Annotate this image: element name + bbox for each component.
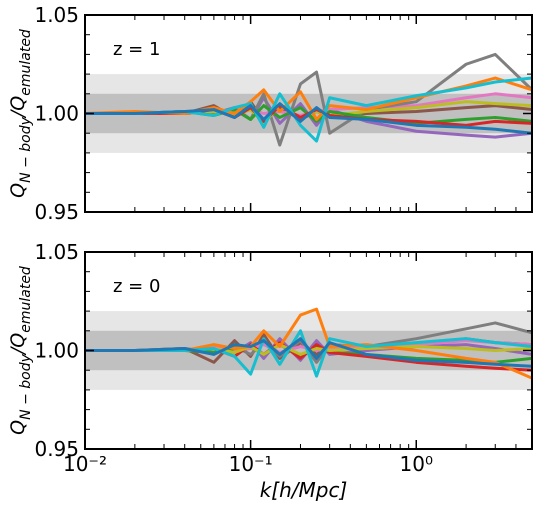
annotation: z = 0 — [113, 276, 160, 297]
y-label-part: /Q — [7, 333, 29, 356]
y-label-subscript: N − body — [18, 353, 34, 419]
y-tick-label: 1.00 — [34, 339, 79, 363]
x-tick-label: 10⁰ — [400, 452, 433, 476]
lines — [85, 307, 532, 380]
series-line — [85, 307, 532, 380]
y-tick-label: 1.00 — [34, 102, 79, 126]
x-axis-label: k[h/Mpc] — [260, 478, 348, 502]
y-axis-label: QN − body/Qemulated — [7, 266, 34, 435]
series-line — [85, 102, 532, 135]
y-label-part: /Q — [7, 96, 29, 119]
y-label-part: Q — [7, 420, 29, 435]
y-tick-label: 0.95 — [34, 437, 79, 461]
x-tick-label: 10⁻¹ — [229, 452, 273, 476]
lines — [85, 52, 532, 147]
y-tick-label: 1.05 — [34, 3, 79, 27]
y-label-part: Q — [7, 183, 29, 198]
y-tick-label: 1.05 — [34, 240, 79, 264]
series-line — [85, 337, 532, 368]
y-tick-label: 0.95 — [34, 200, 79, 224]
y-axis-label: QN − body/Qemulated — [7, 29, 34, 198]
y-label-subscript: emulated — [18, 266, 34, 333]
y-label-subscript: N − body — [18, 116, 34, 182]
x-tick-label: 10⁻² — [63, 452, 107, 476]
series-line — [85, 76, 532, 143]
annotation: z = 1 — [113, 39, 160, 60]
y-label-subscript: emulated — [18, 29, 34, 96]
